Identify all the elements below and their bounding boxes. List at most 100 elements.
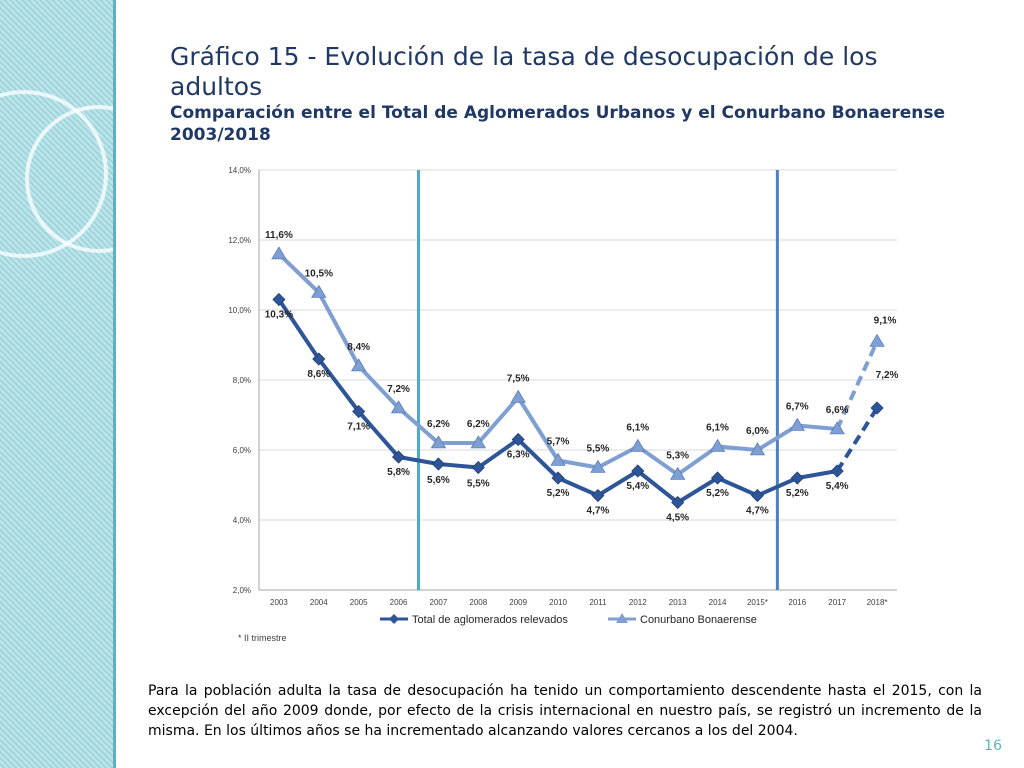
data-label: 4,5% — [666, 513, 689, 524]
x-tick-label: 2010 — [549, 598, 567, 607]
legend-label: Conurbano Bonaerense — [640, 614, 757, 626]
data-point-marker — [510, 389, 526, 403]
slide-body-text: Para la población adulta la tasa de deso… — [148, 683, 982, 739]
data-point-marker — [749, 442, 766, 456]
x-tick-label: 2003 — [270, 598, 288, 607]
data-label: 6,2% — [427, 419, 450, 430]
data-point-marker — [352, 404, 366, 419]
data-point-marker — [671, 495, 685, 510]
data-label: 8,4% — [347, 342, 370, 353]
data-label: 6,2% — [467, 419, 490, 430]
data-point-marker — [350, 358, 367, 372]
x-tick-label: 2006 — [390, 598, 408, 607]
x-tick-label: 2004 — [310, 598, 328, 607]
x-tick-label: 2012 — [629, 598, 647, 607]
x-tick-label: 2011 — [589, 598, 607, 607]
data-label: 6,0% — [746, 426, 769, 437]
data-point-marker — [630, 438, 646, 452]
data-label: 8,6% — [307, 369, 330, 380]
sidebar-divider — [113, 0, 116, 768]
y-tick-label: 12,0% — [228, 236, 251, 245]
x-tick-label: 2018* — [867, 598, 888, 607]
data-point-marker — [311, 284, 327, 298]
legend-label: Total de aglomerados relevados — [412, 614, 568, 626]
data-label: 7,2% — [387, 384, 410, 395]
data-point-marker — [790, 471, 804, 485]
data-label: 4,7% — [746, 506, 769, 517]
data-label: 7,5% — [507, 374, 530, 385]
x-tick-label: 2013 — [669, 598, 687, 607]
data-point-marker — [710, 471, 725, 485]
data-point-marker — [471, 460, 485, 475]
legend-marker — [616, 613, 628, 623]
y-tick-label: 6,0% — [233, 446, 251, 455]
data-point-marker — [669, 466, 686, 480]
data-label: 6,7% — [786, 402, 809, 413]
data-label: 7,2% — [876, 370, 899, 381]
slide-title: Gráfico 15 - Evolución de la tasa de des… — [170, 42, 878, 101]
y-tick-label: 4,0% — [233, 516, 251, 525]
data-point-marker — [271, 246, 287, 260]
data-point-marker — [470, 435, 487, 449]
data-label: 6,3% — [507, 450, 530, 461]
data-label: 5,4% — [626, 481, 649, 492]
data-point-marker — [590, 459, 606, 473]
data-point-marker — [869, 333, 885, 347]
series-line-projection — [835, 340, 879, 430]
data-label: 5,2% — [706, 488, 729, 499]
data-label: 5,3% — [666, 451, 689, 462]
data-point-marker — [550, 452, 566, 466]
y-tick-label: 14,0% — [228, 166, 251, 175]
data-point-marker — [631, 464, 645, 478]
data-point-marker — [830, 464, 844, 478]
data-point-marker — [431, 457, 446, 471]
data-label: 6,1% — [706, 423, 729, 434]
data-point-marker — [870, 401, 884, 415]
data-point-marker — [312, 352, 326, 366]
slide-subtitle: Comparación entre el Total de Aglomerado… — [170, 103, 946, 123]
data-point-marker — [511, 432, 525, 447]
data-point-marker — [750, 488, 765, 503]
x-tick-label: 2014 — [709, 598, 727, 607]
x-tick-label: 2007 — [430, 598, 448, 607]
data-label: 10,5% — [305, 269, 333, 280]
data-label: 7,1% — [347, 422, 370, 433]
data-label: 5,6% — [427, 475, 450, 486]
data-point-marker — [829, 421, 845, 435]
data-point-marker — [551, 471, 565, 485]
data-label: 10,3% — [265, 310, 293, 321]
series-line-projection — [835, 406, 879, 473]
y-tick-label: 8,0% — [233, 376, 251, 385]
decorative-sidebar — [0, 0, 113, 768]
data-point-marker — [430, 435, 447, 449]
data-label: 5,8% — [387, 467, 410, 478]
unemployment-line-chart: 2,0% 4,0% 6,0% 8,0% 10,0% 12,0% 14,0% 2003 2004 2… — [228, 166, 899, 643]
chart-footnote: * II trimestre — [238, 633, 287, 643]
y-tick-label: 2,0% — [233, 586, 251, 595]
data-label: 5,2% — [786, 488, 809, 499]
slide-title-block: Gráfico 15 - Evolución de la tasa de des… — [170, 42, 970, 146]
slide-period: 2003/2018 — [170, 125, 271, 145]
data-point-marker — [391, 450, 406, 464]
data-point-marker — [272, 292, 286, 307]
legend-marker — [389, 614, 399, 624]
x-tick-label: 2015* — [747, 598, 768, 607]
x-tick-label: 2016 — [788, 598, 806, 607]
page-number: 16 — [984, 738, 1002, 754]
data-label: 6,6% — [826, 405, 849, 416]
x-tick-label: 2008 — [469, 598, 487, 607]
data-point-marker — [789, 417, 806, 431]
data-label: 9,1% — [874, 316, 897, 327]
x-tick-label: 2009 — [509, 598, 527, 607]
data-label: 11,6% — [265, 230, 293, 241]
data-label: 5,4% — [826, 481, 849, 492]
data-label: 6,1% — [626, 423, 649, 434]
data-label: 5,7% — [547, 437, 570, 448]
data-label: 5,5% — [587, 444, 610, 455]
data-label: 5,2% — [547, 488, 570, 499]
data-point-marker — [390, 400, 407, 414]
x-tick-label: 2005 — [350, 598, 368, 607]
data-point-marker — [709, 438, 726, 452]
x-tick-label: 2017 — [828, 598, 846, 607]
data-point-marker — [591, 488, 605, 503]
